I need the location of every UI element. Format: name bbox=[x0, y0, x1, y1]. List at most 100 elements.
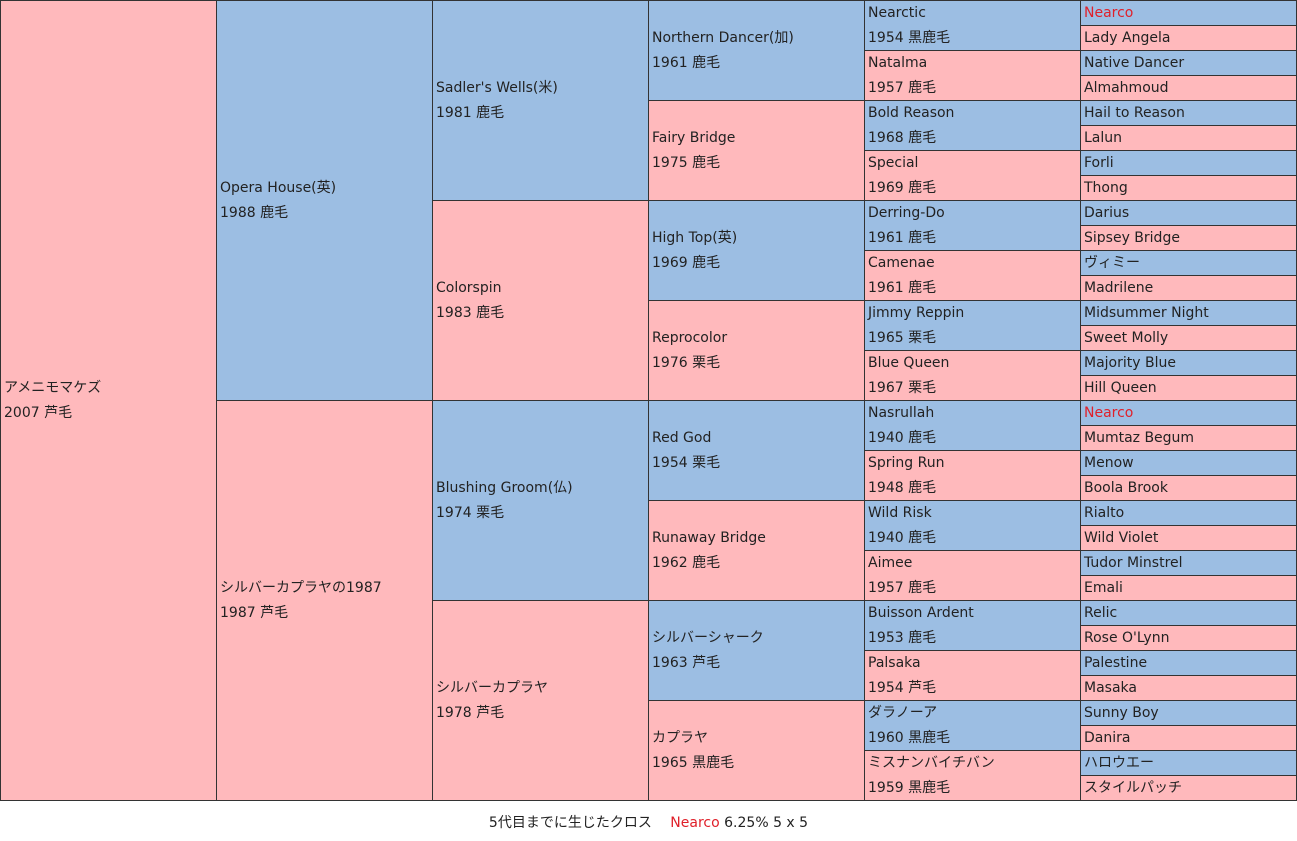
ancestor-info: 1954 黒鹿毛 bbox=[868, 30, 951, 46]
generation-4-column: Nearctic 1954 黒鹿毛 Natalma 1957 鹿毛 Bold Reaso… bbox=[865, 1, 1081, 800]
ancestor-cell: Natalma 1957 鹿毛 bbox=[865, 51, 1081, 101]
ancestor-name: Emali bbox=[1084, 580, 1123, 596]
ancestor-info: 1974 栗毛 bbox=[436, 504, 505, 521]
ancestor-cell: Nearco bbox=[1081, 401, 1296, 426]
ancestor-name: Blushing Groom(仏) bbox=[436, 479, 573, 496]
ancestor-cell: Darius bbox=[1081, 201, 1296, 226]
ancestor-cell: Madrilene bbox=[1081, 276, 1296, 301]
ancestor-name: Forli bbox=[1084, 155, 1114, 171]
ancestor-cell: ミスナンバイチバン 1959 黒鹿毛 bbox=[865, 751, 1081, 800]
ancestor-cell: Buisson Ardent 1953 鹿毛 bbox=[865, 601, 1081, 651]
ancestor-cell: Masaka bbox=[1081, 676, 1296, 701]
ancestor-info: 1954 栗毛 bbox=[652, 454, 721, 471]
ancestor-cell: Palsaka 1954 芦毛 bbox=[865, 651, 1081, 701]
ancestor-cell: Colorspin 1983 鹿毛 bbox=[433, 201, 649, 401]
ancestor-cell: Lady Angela bbox=[1081, 26, 1296, 51]
ancestor-info: 1983 鹿毛 bbox=[436, 304, 505, 321]
ancestor-cell: Blue Queen 1967 栗毛 bbox=[865, 351, 1081, 401]
generation-0-column: アメニモマケズ 2007 芦毛 bbox=[1, 1, 217, 800]
ancestor-name: Darius bbox=[1084, 205, 1130, 221]
ancestor-name: Opera House(英) bbox=[220, 179, 337, 196]
ancestor-name: Camenae bbox=[868, 255, 935, 271]
ancestor-name: Red God bbox=[652, 429, 712, 446]
ancestor-info: 1987 芦毛 bbox=[220, 604, 289, 621]
ancestor-cell: Rose O'Lynn bbox=[1081, 626, 1296, 651]
ancestor-cell: シルバーカプラヤの1987 1987 芦毛 bbox=[217, 401, 433, 800]
pedigree-table: アメニモマケズ 2007 芦毛 Opera House(英) 1988 鹿毛 シルバ… bbox=[0, 0, 1297, 801]
ancestor-name: Runaway Bridge bbox=[652, 529, 766, 546]
ancestor-name: Menow bbox=[1084, 455, 1134, 471]
ancestor-cell: Sadler's Wells(米) 1981 鹿毛 bbox=[433, 1, 649, 201]
ancestor-name: Buisson Ardent bbox=[868, 605, 974, 621]
ancestor-name: Lalun bbox=[1084, 130, 1123, 146]
ancestor-info: 1957 鹿毛 bbox=[868, 580, 937, 596]
ancestor-name: Nearco bbox=[1084, 405, 1134, 421]
generation-3-column: Northern Dancer(加) 1961 鹿毛 Fairy Bridge 197… bbox=[649, 1, 865, 800]
ancestor-cell: Native Dancer bbox=[1081, 51, 1296, 76]
ancestor-name: Mumtaz Begum bbox=[1084, 430, 1195, 446]
ancestor-name: Palestine bbox=[1084, 655, 1148, 671]
ancestor-cell: Runaway Bridge 1962 鹿毛 bbox=[649, 501, 865, 601]
ancestor-info: 1957 鹿毛 bbox=[868, 80, 937, 96]
ancestor-name: Nasrullah bbox=[868, 405, 935, 421]
ancestor-cell: Red God 1954 栗毛 bbox=[649, 401, 865, 501]
ancestor-name: Tudor Minstrel bbox=[1084, 555, 1183, 571]
ancestor-name: Colorspin bbox=[436, 279, 502, 296]
ancestor-cell: Sunny Boy bbox=[1081, 701, 1296, 726]
horse-info: 2007 芦毛 bbox=[4, 404, 73, 421]
cross-horse-name: Nearco bbox=[670, 815, 720, 831]
ancestor-cell: Tudor Minstrel bbox=[1081, 551, 1296, 576]
ancestor-name: Derring-Do bbox=[868, 205, 945, 221]
ancestor-cell: Spring Run 1948 鹿毛 bbox=[865, 451, 1081, 501]
ancestor-cell: Special 1969 鹿毛 bbox=[865, 151, 1081, 201]
ancestor-name: Bold Reason bbox=[868, 105, 955, 121]
ancestor-info: 1961 鹿毛 bbox=[868, 280, 937, 296]
ancestor-cell: Bold Reason 1968 鹿毛 bbox=[865, 101, 1081, 151]
ancestor-name: Hail to Reason bbox=[1084, 105, 1185, 121]
ancestor-cell: Hill Queen bbox=[1081, 376, 1296, 401]
ancestor-info: 1976 栗毛 bbox=[652, 354, 721, 371]
ancestor-cell: Emali bbox=[1081, 576, 1296, 601]
ancestor-cell: Mumtaz Begum bbox=[1081, 426, 1296, 451]
ancestor-cell: Majority Blue bbox=[1081, 351, 1296, 376]
ancestor-name: Wild Risk bbox=[868, 505, 932, 521]
ancestor-info: 1961 鹿毛 bbox=[652, 54, 721, 71]
ancestor-name: Spring Run bbox=[868, 455, 945, 471]
ancestor-info: 1962 鹿毛 bbox=[652, 554, 721, 571]
ancestor-cell: Midsummer Night bbox=[1081, 301, 1296, 326]
ancestor-name: Midsummer Night bbox=[1084, 305, 1209, 321]
ancestor-cell: Thong bbox=[1081, 176, 1296, 201]
ancestor-cell: Nasrullah 1940 鹿毛 bbox=[865, 401, 1081, 451]
ancestor-name: Nearctic bbox=[868, 5, 926, 21]
ancestor-cell: Nearco bbox=[1081, 1, 1296, 26]
ancestor-cell: ダラノーア 1960 黒鹿毛 bbox=[865, 701, 1081, 751]
ancestor-info: 1978 芦毛 bbox=[436, 704, 505, 721]
ancestor-name: シルバーカプラヤの1987 bbox=[220, 579, 382, 596]
ancestor-info: 1940 鹿毛 bbox=[868, 530, 937, 546]
ancestor-name: ミスナンバイチバン bbox=[868, 755, 995, 771]
ancestor-cell: Sweet Molly bbox=[1081, 326, 1296, 351]
ancestor-info: 1975 鹿毛 bbox=[652, 154, 721, 171]
ancestor-name: Thong bbox=[1084, 180, 1128, 196]
ancestor-name: High Top(英) bbox=[652, 229, 738, 246]
ancestor-info: 1967 栗毛 bbox=[868, 380, 937, 396]
generation-2-column: Sadler's Wells(米) 1981 鹿毛 Colorspin 1983 鹿毛… bbox=[433, 1, 649, 800]
ancestor-name: Sweet Molly bbox=[1084, 330, 1169, 346]
ancestor-cell: Wild Risk 1940 鹿毛 bbox=[865, 501, 1081, 551]
ancestor-cell: Blushing Groom(仏) 1974 栗毛 bbox=[433, 401, 649, 601]
ancestor-info: 1969 鹿毛 bbox=[868, 180, 937, 196]
ancestor-name: シルバーカプラヤ bbox=[436, 679, 548, 696]
ancestor-cell: Almahmoud bbox=[1081, 76, 1296, 101]
cross-value: 6.25% 5 x 5 bbox=[724, 815, 809, 831]
ancestor-name: Nearco bbox=[1084, 5, 1134, 21]
ancestor-cell: Menow bbox=[1081, 451, 1296, 476]
ancestor-info: 1969 鹿毛 bbox=[652, 254, 721, 271]
ancestor-cell: High Top(英) 1969 鹿毛 bbox=[649, 201, 865, 301]
ancestor-cell: Derring-Do 1961 鹿毛 bbox=[865, 201, 1081, 251]
ancestor-name: Natalma bbox=[868, 55, 928, 71]
ancestor-info: 1959 黒鹿毛 bbox=[868, 780, 951, 796]
ancestor-name: Northern Dancer(加) bbox=[652, 29, 794, 46]
horse-name: アメニモマケズ bbox=[4, 379, 102, 396]
ancestor-cell: Forli bbox=[1081, 151, 1296, 176]
ancestor-name: Danira bbox=[1084, 730, 1131, 746]
